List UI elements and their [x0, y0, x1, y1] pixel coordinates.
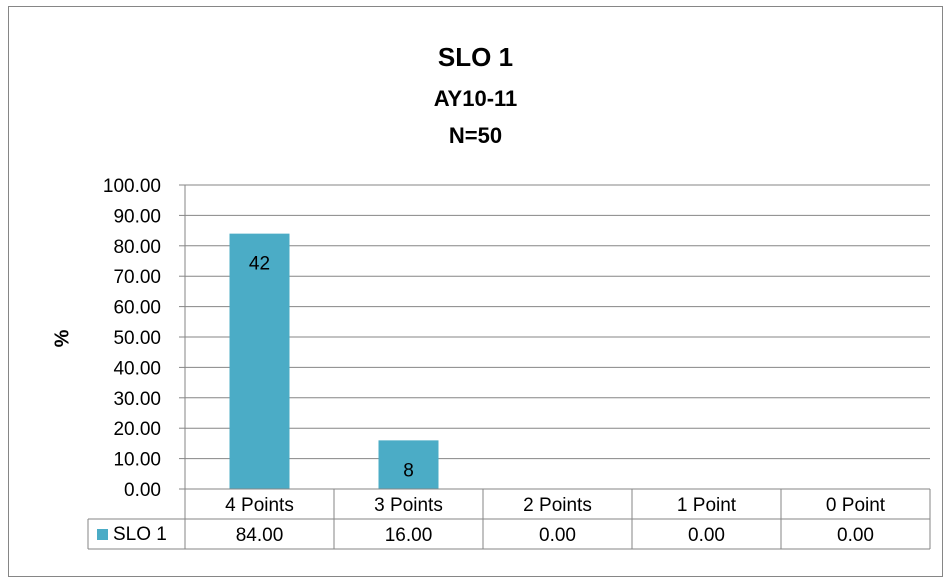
- x-category-label: 0 Point: [826, 495, 886, 516]
- y-tick-label: 90.00: [113, 206, 161, 227]
- y-tick-label: 50.00: [113, 328, 161, 349]
- chart-frame: [8, 6, 943, 577]
- table-value-cell: 84.00: [236, 525, 284, 546]
- x-category-label: 2 Points: [523, 495, 592, 516]
- y-tick-label: 20.00: [113, 419, 161, 440]
- table-value-cell: 0.00: [539, 525, 576, 546]
- table-value-cell: 0.00: [837, 525, 874, 546]
- bar: [229, 233, 290, 489]
- bar-data-label: 8: [403, 460, 414, 481]
- chart-subtitle-n: N=50: [448, 123, 503, 148]
- y-tick-label: 40.00: [113, 358, 161, 379]
- legend-series-label: SLO 1: [113, 524, 167, 545]
- y-tick-label: 100.00: [103, 176, 161, 197]
- y-tick-label: 60.00: [113, 298, 161, 319]
- chart-title: SLO 1: [437, 42, 514, 72]
- y-tick-label: 80.00: [113, 237, 161, 258]
- bar: [378, 440, 439, 489]
- y-tick-label: 30.00: [113, 389, 161, 410]
- chart-subtitle-year: AY10-11: [433, 86, 518, 111]
- y-tick-label: 0.00: [124, 480, 161, 501]
- y-tick-label: 70.00: [113, 267, 161, 288]
- x-category-label: 3 Points: [374, 495, 443, 516]
- x-category-label: 1 Point: [677, 495, 737, 516]
- table-value-cell: 16.00: [385, 525, 433, 546]
- bar-data-label: 42: [249, 254, 270, 275]
- table-value-cell: 0.00: [688, 525, 725, 546]
- x-category-label: 4 Points: [225, 495, 294, 516]
- y-tick-label: 10.00: [113, 450, 161, 471]
- legend-swatch: [97, 529, 108, 540]
